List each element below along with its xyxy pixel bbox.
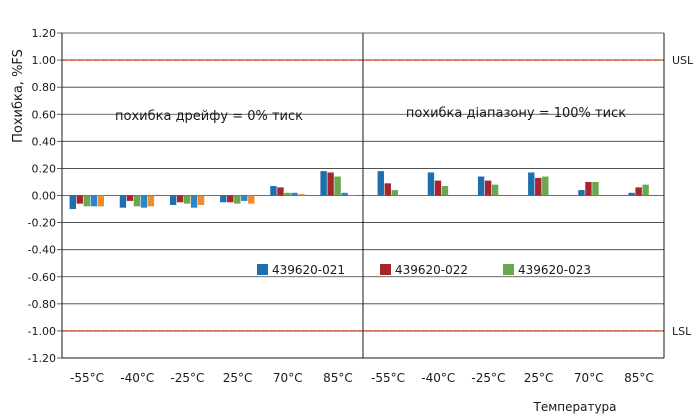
limit-label-lsl: LSL: [672, 325, 692, 338]
limit-lines: USL LSL: [62, 54, 694, 338]
x-tick-label: -25°C: [170, 371, 204, 385]
bar: [384, 183, 391, 196]
y-tick-label: 1.20: [32, 27, 57, 40]
bar: [291, 192, 298, 196]
y-tick-label: -0.80: [28, 298, 56, 311]
bar: [320, 171, 327, 196]
legend-label: 439620-022: [395, 263, 468, 277]
legend-label: 439620-023: [518, 263, 591, 277]
x-tick-labels: -55°C -40°C -25°C 25°C 70°C 85°C -55°C -40°C -25…: [70, 371, 654, 385]
y-tick-label: 0.20: [32, 162, 57, 175]
bar: [220, 195, 227, 203]
bar: [183, 195, 191, 204]
bar: [348, 195, 355, 196]
bars: [69, 171, 649, 210]
legend: 439620-021 439620-022 439620-023: [257, 263, 591, 277]
bar: [298, 194, 305, 196]
bar: [477, 176, 485, 196]
bar: [147, 195, 155, 207]
x-tick-label: 70°C: [574, 371, 604, 385]
bar: [140, 195, 148, 208]
bar: [341, 192, 348, 196]
bar: [119, 195, 127, 208]
y-tick-label: -0.20: [28, 217, 56, 230]
y-axis-label: Похибка, %FS: [11, 49, 26, 143]
bar: [169, 195, 177, 205]
bar: [391, 190, 398, 196]
bar: [484, 180, 492, 196]
bar: [427, 172, 435, 196]
bar: [642, 184, 649, 196]
bar: [277, 187, 284, 196]
bar: [133, 195, 141, 207]
bar: [491, 184, 499, 196]
bar: [69, 195, 76, 210]
bar: [83, 195, 90, 207]
bar: [126, 195, 134, 201]
x-tick-label: -55°C: [70, 371, 104, 385]
bar: [628, 192, 635, 196]
bar: [241, 195, 248, 201]
x-tick-label: 25°C: [524, 371, 554, 385]
bar: [635, 187, 642, 196]
y-tick-label: 0.60: [32, 108, 57, 121]
bar: [585, 181, 592, 196]
x-tick-label: -40°C: [421, 371, 455, 385]
x-tick-label: 25°C: [223, 371, 253, 385]
y-tick-label: -0.60: [28, 271, 56, 284]
y-tick-label: -0.40: [28, 244, 56, 257]
bar: [190, 195, 198, 208]
y-tick-label: 1.00: [32, 54, 57, 67]
y-tick-labels: -1.20 -1.00 -0.80 -0.60 -0.40 -0.20 0.00 0.20 0.…: [28, 27, 56, 365]
y-tick-label: 0.80: [32, 81, 57, 94]
axes: [61, 33, 665, 359]
annotation-drift: похибка дрейфу = 0% тиск: [115, 109, 303, 124]
bar: [592, 181, 599, 196]
bar: [97, 195, 104, 207]
y-tick-label: 0.00: [32, 190, 57, 203]
x-tick-label: 70°C: [273, 371, 303, 385]
limit-label-usl: USL: [672, 54, 694, 67]
bar: [434, 180, 442, 196]
bar: [176, 195, 184, 203]
x-tick-label: -40°C: [120, 371, 154, 385]
annotation-span: похибка діапазону = 100% тиск: [406, 106, 626, 121]
x-axis-label: Температура: [532, 400, 616, 414]
y-tick-label: -1.00: [28, 325, 56, 338]
bar: [248, 195, 255, 204]
bar: [528, 172, 535, 196]
y-tick-label: 0.40: [32, 135, 57, 148]
x-tick-label: 85°C: [624, 371, 654, 385]
bar: [535, 177, 542, 196]
bar: [197, 195, 205, 205]
bar: [270, 186, 277, 196]
legend-swatch: [503, 264, 514, 275]
bar: [542, 176, 549, 196]
bar: [578, 190, 585, 196]
bar: [227, 195, 234, 203]
legend-swatch: [380, 264, 391, 275]
bar: [284, 192, 291, 196]
bar: [377, 171, 384, 196]
x-tick-label: -25°C: [471, 371, 505, 385]
bar: [234, 195, 241, 204]
x-tick-label: -55°C: [371, 371, 405, 385]
legend-label: 439620-021: [272, 263, 345, 277]
y-tick-label: -1.20: [28, 352, 56, 365]
legend-swatch: [257, 264, 268, 275]
bar: [90, 195, 97, 207]
bar: [441, 186, 449, 196]
bar: [76, 195, 83, 204]
x-tick-label: 85°C: [323, 371, 353, 385]
bar: [327, 172, 334, 196]
bar: [334, 176, 341, 196]
